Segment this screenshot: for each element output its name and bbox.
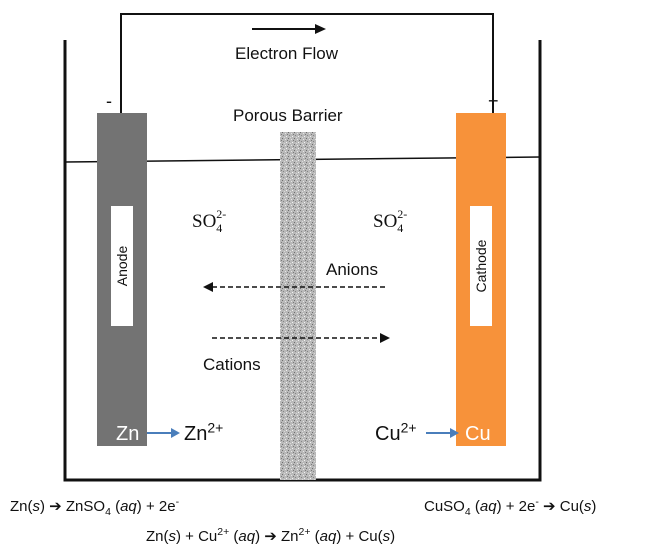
sulfate-left: SO 2- 4 bbox=[192, 208, 234, 235]
eq-left-part: Zn( bbox=[10, 498, 33, 515]
eq-right-subscript: 4 bbox=[464, 506, 471, 518]
sulfate-right-subscript: 4 bbox=[397, 221, 404, 235]
eq-right-part: ) bbox=[591, 498, 597, 515]
copper-ion-base: Cu bbox=[375, 423, 401, 445]
eq-overall-part: Zn( bbox=[146, 528, 169, 545]
sulfate-right-base: SO bbox=[373, 211, 398, 232]
eq-left-charge: - bbox=[175, 496, 180, 508]
copper-ion-label: Cu2+ bbox=[375, 420, 417, 445]
eq-overall-part: ) + Cu( bbox=[336, 528, 383, 545]
eq-overall-state: aq bbox=[238, 528, 256, 545]
eq-overall-charge: 2+ bbox=[217, 526, 230, 538]
eq-overall-part: ( bbox=[229, 528, 239, 545]
zinc-ion-label: Zn2+ bbox=[184, 420, 223, 445]
sulfate-right: SO 2- 4 bbox=[373, 208, 415, 235]
eq-left-part: ( bbox=[110, 498, 121, 515]
anions-label: Anions bbox=[326, 260, 378, 279]
anode-oxidation-arrowhead bbox=[171, 428, 180, 438]
eq-right-part: ➔ Cu( bbox=[538, 498, 584, 515]
eq-overall-part: ) bbox=[390, 528, 396, 545]
overall-reaction: Zn(s) + Cu2+ (aq) ➔ Zn2+ (aq) + Cu(s) bbox=[146, 526, 396, 545]
eq-overall-part: ) ➔ Zn bbox=[255, 528, 299, 545]
anode-terminal-sign: - bbox=[106, 91, 112, 111]
eq-overall-state: aq bbox=[319, 528, 337, 545]
eq-overall-state: s bbox=[382, 528, 391, 545]
eq-left-part: ) + 2e bbox=[136, 498, 176, 515]
anode-metal-label: Zn bbox=[116, 423, 140, 445]
electron-flow-arrowhead bbox=[315, 24, 326, 34]
eq-overall-part: ) + Cu bbox=[176, 528, 218, 545]
anode-half-reaction: Zn(s) ➔ ZnSO4 (aq) + 2e- bbox=[10, 496, 180, 518]
anode-label: Anode bbox=[111, 206, 133, 326]
eq-left-state: aq bbox=[120, 498, 137, 515]
eq-overall-state: s bbox=[168, 528, 177, 545]
eq-right-state: aq bbox=[479, 498, 497, 515]
sulfate-left-subscript: 4 bbox=[216, 221, 223, 235]
eq-right-part: ) + 2e bbox=[496, 498, 536, 515]
eq-left-state: s bbox=[32, 498, 41, 515]
sulfate-left-charge: 2- bbox=[216, 207, 227, 221]
eq-left-part: ) ➔ ZnSO bbox=[40, 498, 106, 515]
sulfate-right-charge: 2- bbox=[397, 207, 408, 221]
eq-overall-charge: 2+ bbox=[298, 526, 311, 538]
eq-right-part: CuSO bbox=[424, 498, 465, 515]
eq-left-subscript: 4 bbox=[105, 506, 111, 518]
cathode-metal-label: Cu bbox=[465, 423, 491, 445]
porous-barrier bbox=[280, 132, 316, 480]
electron-flow-label: Electron Flow bbox=[235, 44, 338, 63]
eq-overall-part: ( bbox=[310, 528, 320, 545]
cations-label: Cations bbox=[203, 355, 261, 374]
cathode-label: Cathode bbox=[470, 206, 492, 326]
anions-arrowhead bbox=[203, 282, 213, 292]
copper-ion-charge: 2+ bbox=[400, 419, 417, 436]
cathode-half-reaction: CuSO4 (aq) + 2e- ➔ Cu(s) bbox=[424, 496, 597, 518]
zinc-ion-charge: 2+ bbox=[207, 419, 224, 436]
external-wire bbox=[120, 13, 494, 113]
eq-right-charge: - bbox=[535, 496, 539, 508]
zinc-ion-base: Zn bbox=[184, 423, 208, 445]
sulfate-left-base: SO bbox=[192, 211, 217, 232]
porous-barrier-label: Porous Barrier bbox=[233, 106, 343, 125]
cations-arrowhead bbox=[380, 333, 390, 343]
eq-right-state: s bbox=[583, 498, 592, 515]
eq-right-part: ( bbox=[470, 498, 480, 515]
cathode-reduction-arrowhead bbox=[450, 428, 459, 438]
cathode-terminal-sign: + bbox=[488, 91, 499, 111]
